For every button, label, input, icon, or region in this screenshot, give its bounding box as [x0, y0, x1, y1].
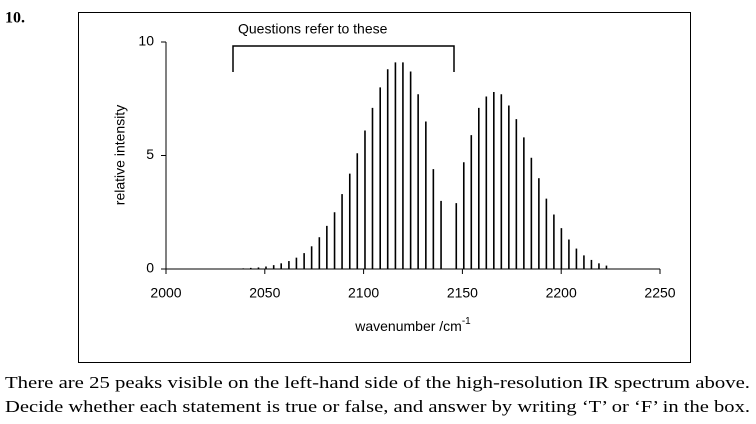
x-tick-label: 2200	[546, 285, 577, 301]
y-tick-label: 0	[146, 260, 154, 276]
x-tick-label: 2050	[249, 285, 280, 301]
paragraph-line: There are 25 peaks visible on the left-h…	[5, 373, 750, 392]
paragraph-line: Decide whether each statement is true or…	[5, 397, 750, 416]
y-tick-label: 10	[138, 33, 154, 49]
x-axis-label-superscript: -1	[462, 316, 471, 327]
question-number: 10.	[5, 10, 25, 27]
x-tick-label: 2100	[348, 285, 379, 301]
annotation: Questions refer to these	[238, 21, 388, 37]
x-tick-label: 2250	[644, 285, 675, 301]
y-axis-label: relative intensity	[112, 105, 128, 205]
x-axis-label-text: wavenumber /cm	[354, 318, 462, 334]
y-tick-label: 5	[146, 146, 154, 162]
x-axis-label: wavenumber /cm-1	[354, 316, 471, 334]
x-tick-label: 2150	[447, 285, 478, 301]
x-tick-label: 2000	[150, 285, 181, 301]
bracket	[232, 45, 455, 72]
figure-frame	[78, 12, 691, 363]
